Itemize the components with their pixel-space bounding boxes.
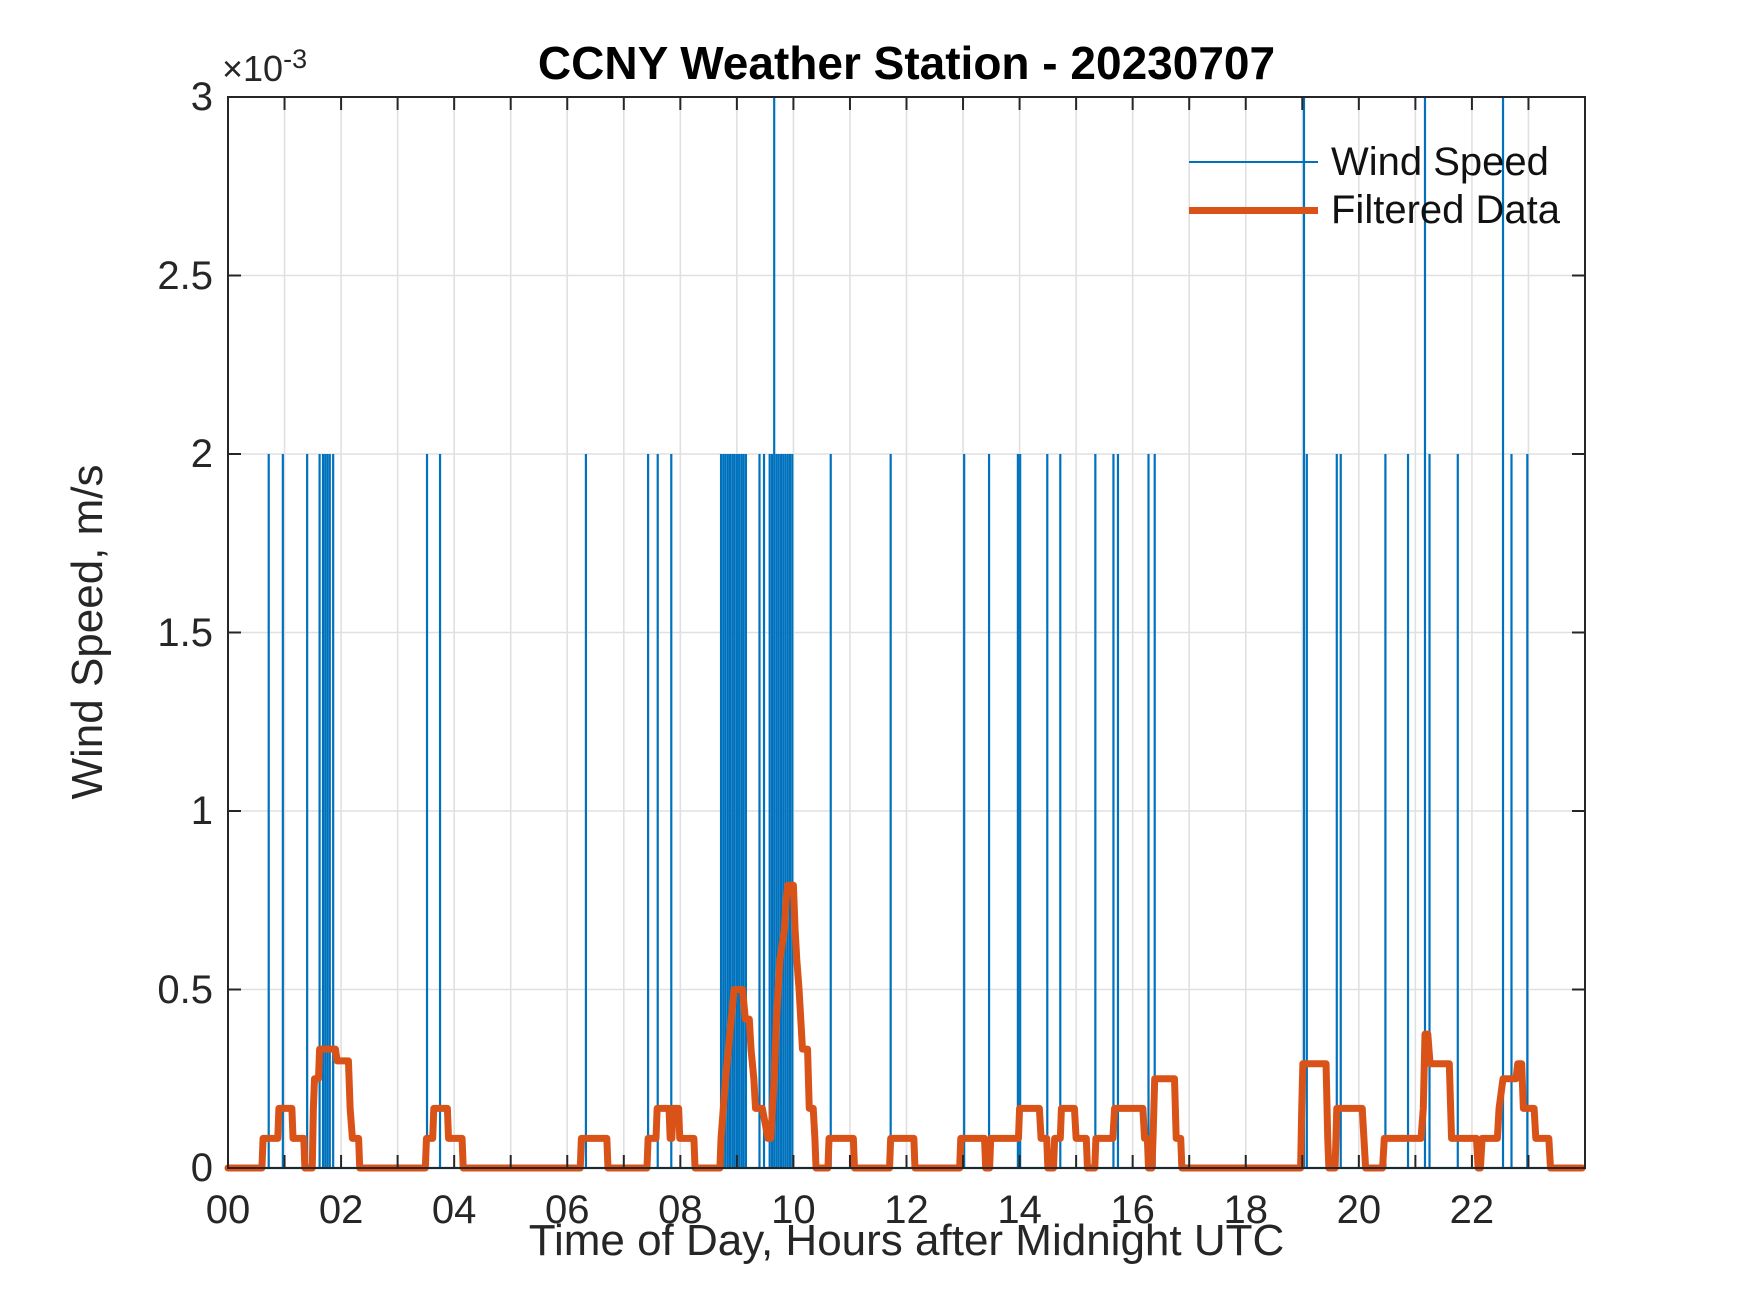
x-tick-label: 22 [1449,1188,1495,1232]
legend-label-wind-speed: Wind Speed [1331,139,1549,184]
x-tick-label: 00 [205,1188,251,1232]
x-tick-label: 18 [1223,1188,1269,1232]
x-tick-label: 14 [997,1188,1042,1232]
y-tick-label: 2 [190,432,213,476]
y-tick-label: 0.5 [157,967,213,1012]
filtered-data-line-sample [1189,206,1318,214]
chart-title: CCNY Weather Station - 20230707 [537,37,1276,89]
wind-speed-line-sample [1189,161,1318,163]
legend-entry-wind-speed: Wind Speed [1189,138,1560,186]
y-exponent-base: ×10 [222,48,284,89]
y-tick-label: 3 [190,75,213,119]
y-tick-label: 1.5 [157,610,213,655]
x-tick-label: 02 [318,1188,364,1232]
x-axis-label: Time of Day, Hours after Midnight UTC [528,1216,1285,1265]
x-tick-label: 08 [658,1188,703,1232]
y-tick-label: 1 [190,789,213,833]
filtered-data-line [224,881,1586,1172]
x-tick-label: 06 [545,1188,590,1232]
y-axis-exponent: ×10-3 [222,44,307,90]
y-tick-label: 0 [190,1146,213,1190]
x-tick-label: 12 [884,1188,929,1232]
legend: Wind Speed Filtered Data [1189,138,1560,234]
y-tick-label: 2.5 [157,253,213,298]
legend-label-filtered-data: Filtered Data [1331,187,1560,232]
y-exponent-power: -3 [283,44,308,74]
x-tick-label: 04 [431,1188,477,1232]
legend-entry-filtered-data: Filtered Data [1189,186,1560,234]
x-tick-label: 16 [1110,1188,1155,1232]
x-tick-label: 20 [1336,1188,1382,1232]
x-tick-label: 10 [771,1188,816,1232]
